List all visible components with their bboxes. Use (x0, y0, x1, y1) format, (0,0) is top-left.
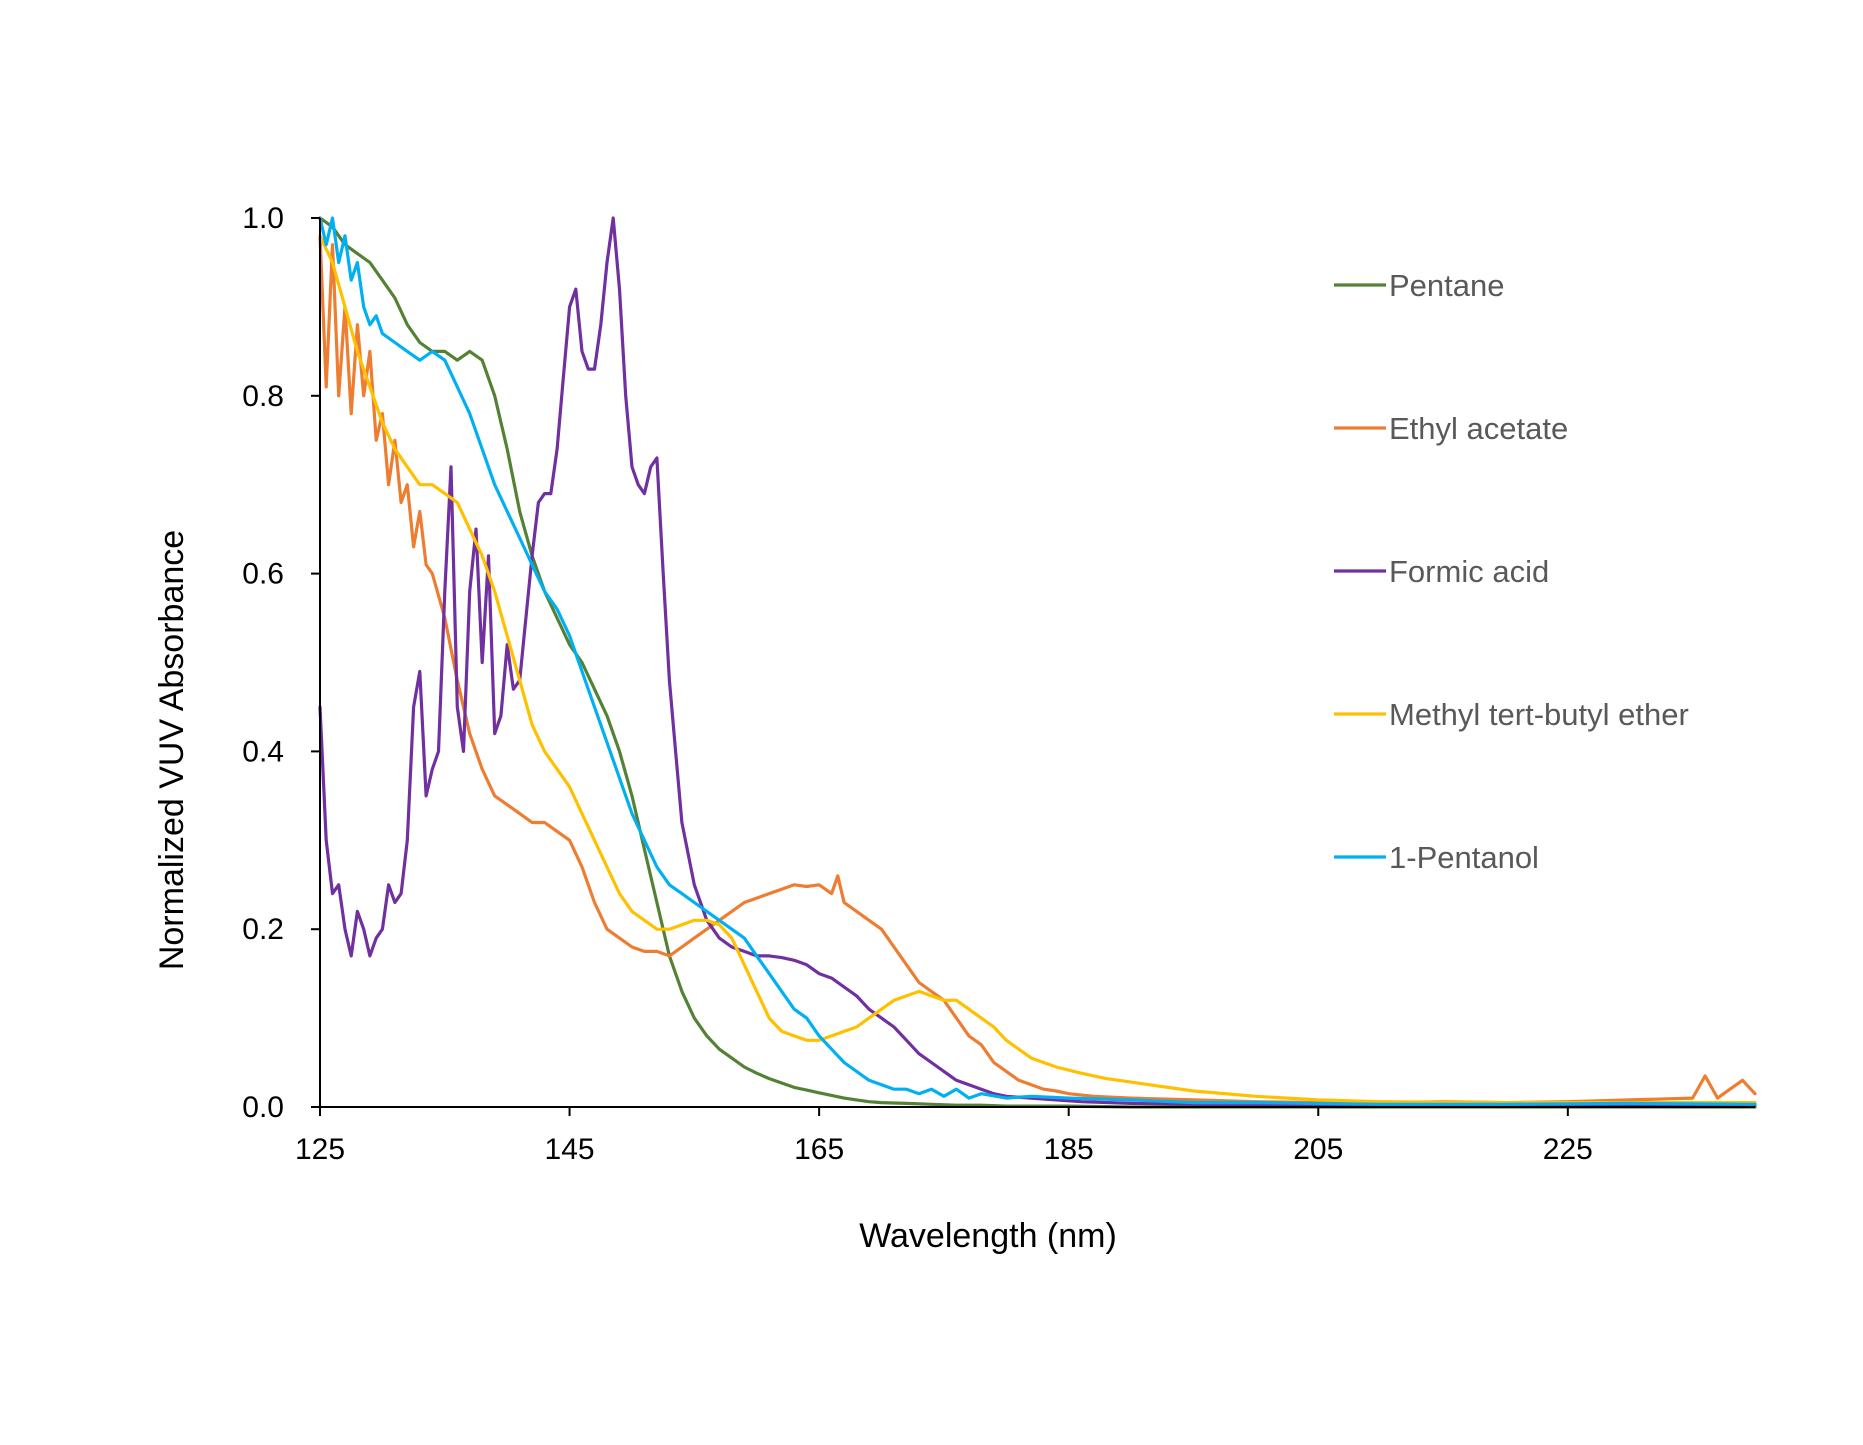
y-tick-label: 0.2 (242, 913, 284, 946)
y-axis-title: Normalized VUV Absorbance (153, 530, 191, 970)
series-line-ethyl-acetate (318, 234, 1757, 1105)
series-layer (318, 216, 1757, 1109)
axes-layer (319, 218, 1755, 1108)
legend-label-formic-acid: Formic acid (1389, 554, 1549, 589)
x-tick-label: 225 (1543, 1133, 1593, 1166)
series-line-pentane (318, 216, 1757, 1109)
x-tick-label: 205 (1293, 1133, 1343, 1166)
y-tick-label: 0.4 (242, 735, 284, 768)
x-tick-label: 145 (545, 1133, 595, 1166)
y-tick-label: 0.6 (242, 558, 284, 591)
series-line-1-pentanol (318, 216, 1757, 1106)
x-tick-label: 125 (295, 1133, 345, 1166)
y-tick-label: 1.0 (242, 202, 284, 235)
legend-label-ethyl-acetate: Ethyl acetate (1389, 411, 1568, 446)
legend-label-pentane: Pentane (1389, 268, 1505, 303)
legend: Pentane Ethyl acetate Formic acid Methyl te… (1334, 268, 1689, 875)
series-line-methyl-tert-butyl-ether (318, 234, 1757, 1105)
x-tick-label: 185 (1044, 1133, 1094, 1166)
x-tick-label: 165 (794, 1133, 844, 1166)
x-axis-title: Wavelength (nm) (859, 1217, 1117, 1255)
legend-label-1-pentanol: 1-Pentanol (1389, 840, 1539, 875)
y-tick-label: 0.8 (242, 380, 284, 413)
series-line-formic-acid (318, 216, 1757, 1107)
legend-label-methyl-tert-butyl-ether: Methyl tert-butyl ether (1389, 697, 1689, 732)
ticks-layer: 125 145 165 185 205 225 0.0 0.2 0.4 0.6 0.8 1.0 (242, 202, 1593, 1166)
y-tick-label: 0.0 (242, 1091, 284, 1124)
